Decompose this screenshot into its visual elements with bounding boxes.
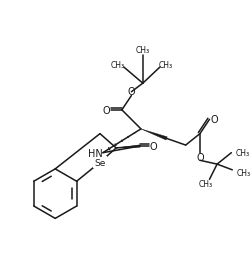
Polygon shape (141, 129, 167, 140)
Text: CH₃: CH₃ (111, 60, 125, 69)
Text: O: O (150, 141, 157, 151)
Text: O: O (128, 86, 135, 97)
Text: CH₃: CH₃ (236, 168, 250, 178)
Text: HN: HN (88, 148, 102, 158)
Text: CH₃: CH₃ (198, 179, 213, 188)
Text: CH₃: CH₃ (158, 60, 173, 69)
Text: O: O (210, 115, 218, 125)
Text: CH₃: CH₃ (235, 149, 249, 157)
Text: Se: Se (94, 158, 106, 167)
Text: CH₃: CH₃ (136, 46, 150, 55)
Text: O: O (196, 153, 204, 163)
Text: O: O (103, 105, 110, 115)
Polygon shape (116, 145, 140, 148)
